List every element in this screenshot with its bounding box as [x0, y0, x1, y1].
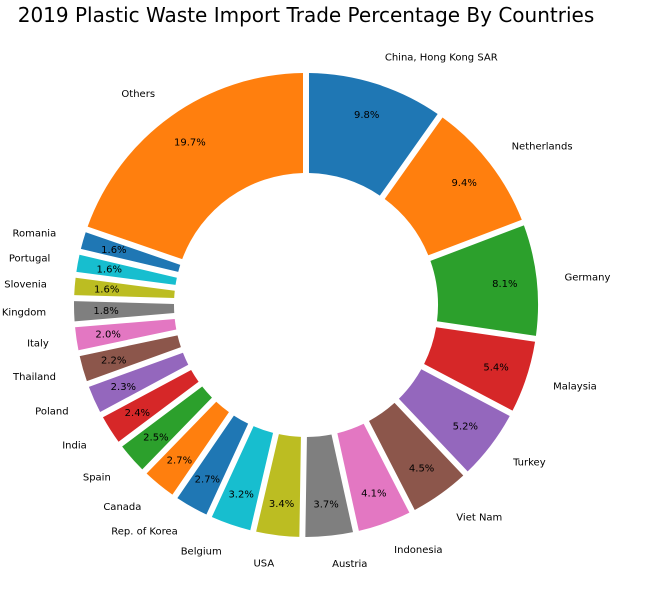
chart-title: 2019 Plastic Waste Import Trade Percenta…: [18, 3, 595, 27]
pct-label-turkey: 5.2%: [453, 421, 478, 432]
pct-label-usa: 3.4%: [269, 499, 294, 510]
slice-label-united-kingdom: United Kingdom: [0, 307, 46, 318]
slice-label-slovenia: Slovenia: [4, 280, 47, 291]
pct-label-thailand: 2.2%: [101, 355, 126, 366]
slice-slovenia: [74, 277, 175, 299]
slice-label-turkey: Turkey: [512, 458, 546, 469]
slice-label-rep-of-korea: Rep. of Korea: [111, 527, 178, 538]
pct-label-germany: 8.1%: [492, 279, 517, 290]
slice-label-italy: Italy: [27, 338, 49, 349]
slice-label-indonesia: Indonesia: [394, 545, 442, 556]
slice-label-malaysia: Malaysia: [553, 381, 597, 392]
pct-label-portugal: 1.6%: [97, 265, 122, 276]
pct-label-india: 2.4%: [125, 408, 150, 419]
slice-label-usa: USA: [253, 559, 274, 570]
slice-malaysia: [424, 327, 536, 411]
slice-italy: [75, 318, 177, 351]
slice-indonesia: [337, 423, 410, 531]
slice-label-spain: Spain: [83, 472, 111, 483]
slice-canada: [146, 401, 229, 495]
pct-label-slovenia: 1.6%: [94, 284, 119, 295]
slice-label-belgium: Belgium: [181, 546, 222, 557]
slice-china-hong-kong-sar: [308, 73, 438, 196]
slice-others: [87, 73, 304, 260]
slice-label-india: India: [62, 440, 87, 451]
pct-label-viet-nam: 4.5%: [409, 464, 434, 475]
slice-label-germany: Germany: [564, 272, 610, 283]
slice-label-netherlands: Netherlands: [512, 141, 573, 152]
labels-layer: 9.8% China, Hong Kong SAR 9.4% Netherlands 8…: [0, 53, 611, 570]
pct-label-netherlands: 9.4%: [451, 178, 476, 189]
slice-poland: [88, 352, 189, 412]
slice-label-canada: Canada: [103, 502, 141, 513]
slice-label-china-hong-kong-sar: China, Hong Kong SAR: [385, 53, 498, 64]
slice-usa: [256, 434, 301, 537]
slice-label-austria: Austria: [332, 559, 367, 570]
slice-india: [102, 370, 199, 442]
pct-label-spain: 2.5%: [143, 433, 168, 444]
slice-viet-nam: [369, 402, 464, 510]
slice-label-poland: Poland: [35, 406, 68, 417]
pct-label-others: 19.7%: [174, 138, 206, 149]
slice-thailand: [79, 335, 181, 382]
pct-label-indonesia: 4.1%: [361, 489, 386, 500]
pct-label-italy: 2.0%: [95, 330, 120, 341]
pct-label-romania: 1.6%: [101, 245, 126, 256]
slice-germany: [430, 225, 538, 336]
slice-rep-of-korea: [177, 415, 249, 515]
slice-belgium: [211, 426, 274, 531]
slice-romania: [80, 232, 181, 272]
slice-turkey: [398, 369, 510, 472]
pct-label-belgium: 3.2%: [228, 490, 253, 501]
pct-label-austria: 3.7%: [313, 499, 338, 510]
pct-label-rep-of-korea: 2.7%: [195, 474, 220, 485]
slice-label-viet-nam: Viet Nam: [456, 513, 502, 524]
slice-portugal: [76, 254, 177, 285]
pct-label-canada: 2.7%: [167, 455, 192, 466]
slice-label-thailand: Thailand: [12, 372, 56, 383]
slices-layer: [73, 73, 538, 537]
slice-austria: [305, 434, 354, 537]
slice-netherlands: [384, 117, 522, 256]
pct-label-united-kingdom: 1.8%: [93, 306, 118, 317]
slice-label-romania: Romania: [12, 228, 56, 239]
pct-label-china-hong-kong-sar: 9.8%: [354, 110, 379, 121]
slice-label-others: Others: [121, 89, 155, 100]
pct-label-malaysia: 5.4%: [483, 363, 508, 374]
slice-united-kingdom: [73, 301, 175, 322]
slice-spain: [122, 386, 212, 470]
slice-label-portugal: Portugal: [9, 254, 50, 265]
pct-label-poland: 2.3%: [111, 382, 136, 393]
